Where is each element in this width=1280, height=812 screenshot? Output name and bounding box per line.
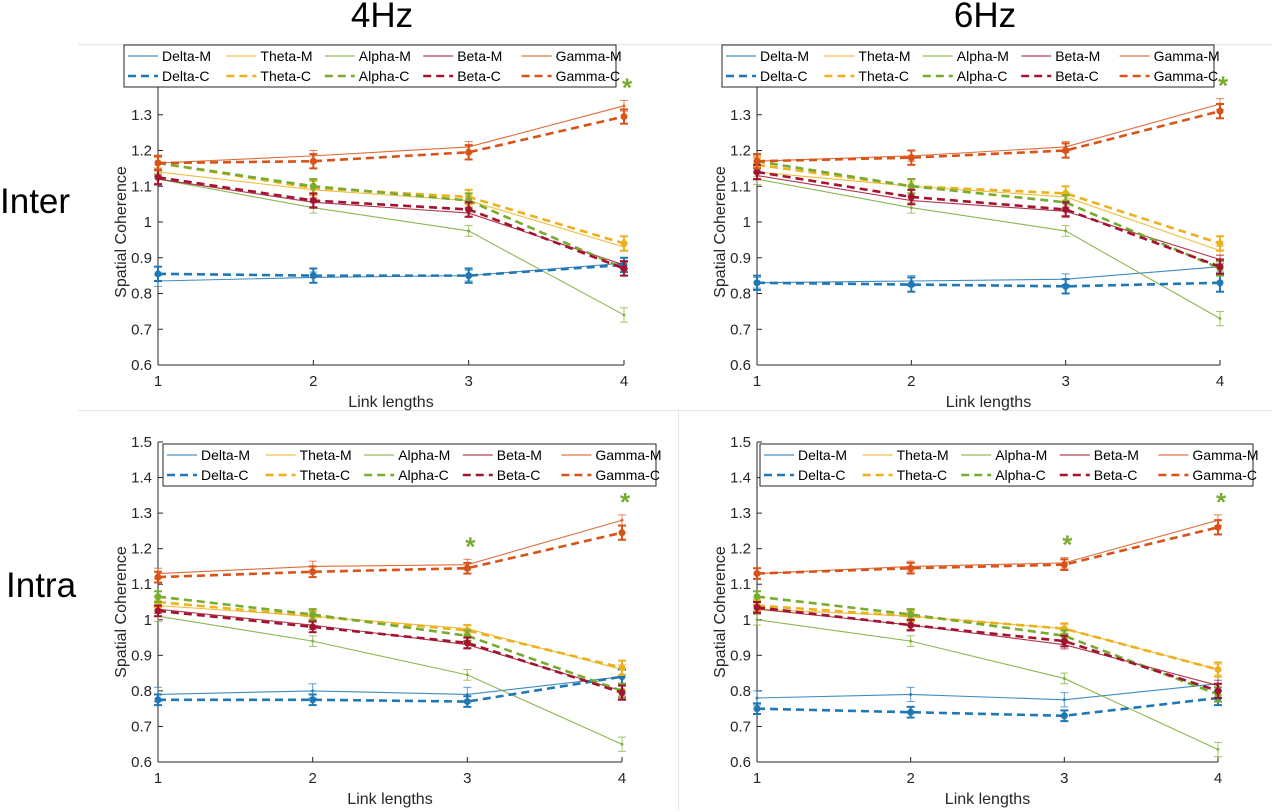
data-point xyxy=(154,173,162,181)
series-line xyxy=(157,263,625,277)
legend-label-gamma-m: Gamma-M xyxy=(556,48,622,64)
data-point xyxy=(620,264,628,272)
legend-label-theta-c: Theta-C xyxy=(260,68,311,84)
data-point xyxy=(465,272,473,280)
data-point xyxy=(309,182,317,190)
series-gamma-c xyxy=(154,108,628,172)
x-tick-label: 4 xyxy=(620,373,628,390)
series-gamma-m xyxy=(154,99,628,169)
series-alpha-c xyxy=(154,154,628,277)
legend-box xyxy=(123,44,617,88)
series-line xyxy=(157,178,625,316)
series-line xyxy=(157,105,625,164)
y-tick-label: 0.9 xyxy=(131,250,152,267)
legend-label-gamma-c: Gamma-C xyxy=(556,68,621,84)
row-title-inter: Inter xyxy=(0,182,71,221)
series-line xyxy=(157,115,625,165)
series-line xyxy=(157,161,625,245)
legend-label-alpha-m: Alpha-M xyxy=(359,48,411,64)
data-point xyxy=(309,157,317,165)
legend: Delta-M Theta-M Alpha-M Beta-M Gamma-M Delta-… xyxy=(123,44,622,88)
column-title-4hz: 4Hz xyxy=(350,0,414,35)
x-tick-label: 1 xyxy=(154,373,162,390)
x-tick-label: 3 xyxy=(464,373,472,390)
legend-label-beta-m: Beta-M xyxy=(457,48,502,64)
series-beta-m xyxy=(154,174,628,270)
x-axis-label: Link lengths xyxy=(348,394,433,411)
x-tick-label: 2 xyxy=(309,373,317,390)
data-point xyxy=(620,239,628,247)
legend-label-beta-c: Beta-C xyxy=(457,68,501,84)
legend-label-delta-m: Delta-M xyxy=(162,48,211,64)
chart-panel-0: 0.6 0.7 0.8 0.9 1 1.1 1.2 1.3 1 2 3 4 Link lengths Sp… xyxy=(113,44,633,411)
legend-label-alpha-c: Alpha-C xyxy=(359,68,410,84)
panel-separator-horizontal xyxy=(78,410,1273,411)
data-point xyxy=(154,270,162,278)
y-tick-label: 1.3 xyxy=(131,107,152,124)
legend-label-theta-m: Theta-M xyxy=(260,48,312,64)
row-title-intra: Intra xyxy=(6,566,77,605)
series-line xyxy=(157,171,625,248)
series-line xyxy=(157,161,625,270)
series-delta-m xyxy=(154,257,628,287)
data-point xyxy=(154,159,162,167)
y-tick-label: 1.2 xyxy=(131,143,152,160)
data-point xyxy=(465,148,473,156)
data-point xyxy=(622,313,626,317)
data-point xyxy=(467,229,471,233)
data-point xyxy=(465,205,473,213)
panel-separator-vertical xyxy=(678,410,679,810)
data-point xyxy=(620,113,628,121)
data-point xyxy=(622,104,626,108)
series-theta-c xyxy=(154,154,628,252)
y-axis-label: Spatial Coherence xyxy=(113,166,130,298)
column-title-6hz: 6Hz xyxy=(953,0,1017,35)
y-tick-label: 1.1 xyxy=(131,178,152,195)
data-point xyxy=(309,272,317,280)
y-tick-label: 0.8 xyxy=(131,286,152,303)
y-tick-label: 0.7 xyxy=(131,321,152,338)
panel-separator-top xyxy=(78,44,1273,45)
series-beta-c xyxy=(154,169,628,277)
series-line xyxy=(157,262,625,282)
data-point xyxy=(309,197,317,205)
legend-label-delta-c: Delta-C xyxy=(162,68,209,84)
series-line xyxy=(157,176,625,270)
y-tick-label: 0.6 xyxy=(131,357,152,374)
y-tick-label: 1 xyxy=(144,214,152,231)
significance-star: * xyxy=(622,72,633,102)
series-alpha-m xyxy=(154,173,628,323)
